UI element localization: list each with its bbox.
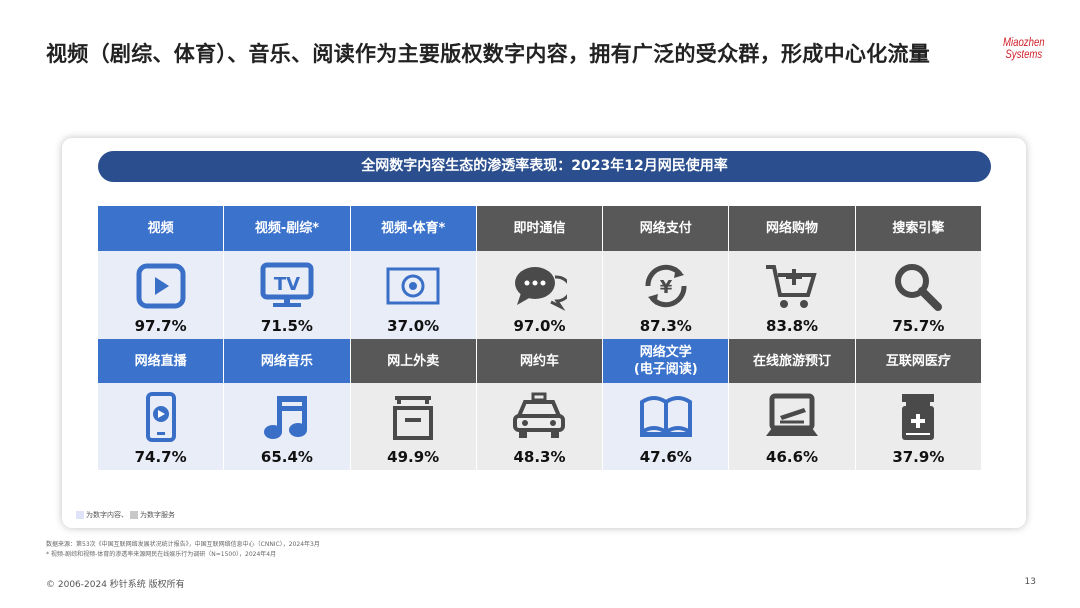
legend-content-label: 为数字内容、 <box>86 511 128 519</box>
category-cell: 97.0% <box>476 251 604 339</box>
video-play-icon <box>136 263 186 309</box>
usage-rate: 97.0% <box>513 317 566 335</box>
category-cell: ¥87.3% <box>603 251 730 339</box>
usage-rate: 74.7% <box>134 448 187 466</box>
category-header: 视频 <box>98 206 225 251</box>
category-header: 视频-剧综* <box>224 206 351 251</box>
copyright: © 2006-2024 秒针系统 版权所有 <box>46 580 185 590</box>
category-header: 搜索引擎 <box>855 206 982 251</box>
penetration-grid: 视频 视频-剧综* 视频-体育* 即时通信 网络支付 网络购物 搜索引擎 97.7% TV 71.… <box>98 206 982 470</box>
music-note-icon <box>263 396 307 439</box>
category-cell: 37.9% <box>855 383 982 470</box>
footnote: * 视频-剧综和视频-体育的渗透率来源网民在线娱乐行为调研（N=1500），20… <box>46 551 277 558</box>
category-cell: 65.4% <box>224 383 351 470</box>
usage-rate: 65.4% <box>260 448 313 466</box>
usage-rate: 37.9% <box>892 448 945 466</box>
medicine-bottle-icon <box>902 394 935 440</box>
chat-bubbles-icon <box>515 267 568 311</box>
category-cell: 48.3% <box>476 383 604 470</box>
category-header: 网络文学 (电子阅读) <box>603 339 730 383</box>
chart-banner-title: 全网数字内容生态的渗透率表现：2023年12月网民使用率 <box>98 151 991 182</box>
category-header: 在线旅游预订 <box>729 339 856 383</box>
taxi-icon <box>513 392 566 438</box>
category-header: 互联网医疗 <box>855 339 982 383</box>
svg-text:¥: ¥ <box>660 277 673 298</box>
source-notes: 数据来源：第53次《中国互联网络发展状况统计报告》，中国互联网络信息中心（CNN… <box>46 540 320 560</box>
usage-rate: 37.0% <box>387 317 440 335</box>
category-header: 网约车 <box>476 339 604 383</box>
category-cell: 46.6% <box>729 383 856 470</box>
shopping-cart-icon <box>766 265 817 308</box>
category-cell: 97.7% <box>98 251 225 339</box>
source-note: 数据来源：第53次《中国互联网络发展状况统计报告》，中国互联网络信息中心（CNN… <box>46 541 320 548</box>
category-cell: TV 71.5% <box>224 251 351 339</box>
category-cell: 74.7% <box>98 383 225 470</box>
legend-service-label: 为数字服务 <box>140 511 175 519</box>
phone-live-icon <box>145 392 176 442</box>
magnifier-icon <box>895 264 943 311</box>
page-number: 13 <box>1024 577 1036 587</box>
usage-rate: 87.3% <box>639 317 692 335</box>
tv-icon: TV <box>260 262 314 307</box>
usage-rate: 47.6% <box>639 448 692 466</box>
miaozhen-logo: Miaozhen Systems <box>1003 35 1045 61</box>
category-header: 即时通信 <box>476 206 604 251</box>
open-book-icon <box>639 396 692 437</box>
category-header: 网络直播 <box>98 339 225 383</box>
usage-rate: 49.9% <box>387 448 440 466</box>
category-cell: 75.7% <box>855 251 982 339</box>
category-header: 网上外卖 <box>350 339 477 383</box>
svg-text:TV: TV <box>274 274 300 295</box>
yen-cycle-icon: ¥ <box>645 264 687 308</box>
usage-rate: 48.3% <box>513 448 566 466</box>
category-cell: 83.8% <box>729 251 856 339</box>
legend: 为数字内容、 为数字服务 <box>76 510 175 520</box>
usage-rate: 83.8% <box>766 317 819 335</box>
legend-swatch-service <box>130 511 138 519</box>
takeout-box-icon <box>393 396 434 440</box>
category-cell: 37.0% <box>350 251 477 339</box>
usage-rate: 75.7% <box>892 317 945 335</box>
category-header: 网络购物 <box>729 206 856 251</box>
page-title: 视频（剧综、体育）、音乐、阅读作为主要版权数字内容，拥有广泛的受众群，形成中心化… <box>46 42 931 66</box>
usage-rate: 71.5% <box>260 317 313 335</box>
usage-rate: 97.7% <box>134 317 187 335</box>
usage-rate: 46.6% <box>766 448 819 466</box>
category-cell: 47.6% <box>603 383 730 470</box>
category-header: 网络音乐 <box>224 339 351 383</box>
category-header: 网络支付 <box>603 206 730 251</box>
laptop-plane-icon <box>766 393 819 436</box>
category-header: 视频-体育* <box>350 206 477 251</box>
soccer-screen-icon <box>386 267 440 305</box>
legend-swatch-content <box>76 511 84 519</box>
category-cell: 49.9% <box>350 383 477 470</box>
